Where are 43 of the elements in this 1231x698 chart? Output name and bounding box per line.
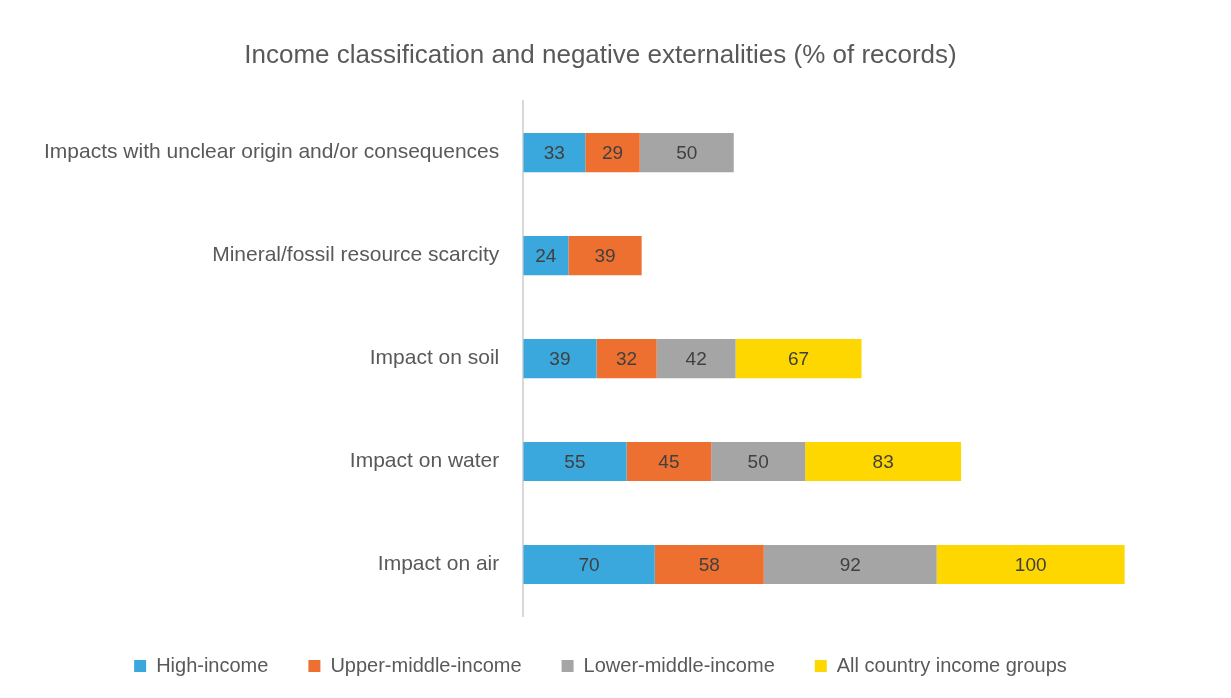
y-tick-label: Impact on water xyxy=(349,448,500,472)
data-label: 83 xyxy=(872,450,894,472)
bar xyxy=(763,544,937,585)
data-label: 67 xyxy=(788,347,810,369)
bar xyxy=(523,442,627,482)
legend-label: High-income xyxy=(156,653,269,676)
data-label: 32 xyxy=(616,347,638,369)
data-label: 39 xyxy=(549,347,571,369)
y-tick-label: Impacts with unclear origin and/or consequences xyxy=(43,139,500,163)
bar xyxy=(654,544,764,585)
bar xyxy=(523,339,597,379)
bar xyxy=(523,133,586,173)
bar xyxy=(639,133,734,173)
legend-label: All country income groups xyxy=(836,653,1067,676)
data-label: 70 xyxy=(578,553,600,575)
legend-label: Lower-middle-income xyxy=(583,653,775,676)
bar xyxy=(805,442,962,482)
bar xyxy=(568,236,642,276)
data-label: 33 xyxy=(543,141,565,163)
bar xyxy=(735,339,862,379)
bar xyxy=(596,339,657,379)
bar xyxy=(585,133,640,173)
chart-title: Income classification and negative externalities (% of records) xyxy=(244,38,957,69)
data-label: 50 xyxy=(747,450,769,472)
data-label: 24 xyxy=(535,244,557,266)
y-tick-label: Impact on air xyxy=(377,551,500,575)
data-label: 42 xyxy=(685,347,707,369)
data-label: 39 xyxy=(594,244,616,266)
bar xyxy=(711,442,806,482)
data-label: 45 xyxy=(658,450,680,472)
bar xyxy=(523,544,655,585)
bar xyxy=(936,544,1125,585)
data-label: 100 xyxy=(1014,553,1047,575)
y-tick-label: Impact on soil xyxy=(369,345,500,369)
data-label: 55 xyxy=(564,450,586,472)
data-label: 92 xyxy=(839,553,861,575)
bar xyxy=(626,442,712,482)
legend-label: Upper-middle-income xyxy=(330,653,522,676)
data-label: 29 xyxy=(601,141,624,163)
y-tick-label: Mineral/fossil resource scarcity xyxy=(212,242,500,266)
bar xyxy=(656,339,736,379)
data-label: 58 xyxy=(698,553,720,575)
data-label: 50 xyxy=(676,141,698,163)
